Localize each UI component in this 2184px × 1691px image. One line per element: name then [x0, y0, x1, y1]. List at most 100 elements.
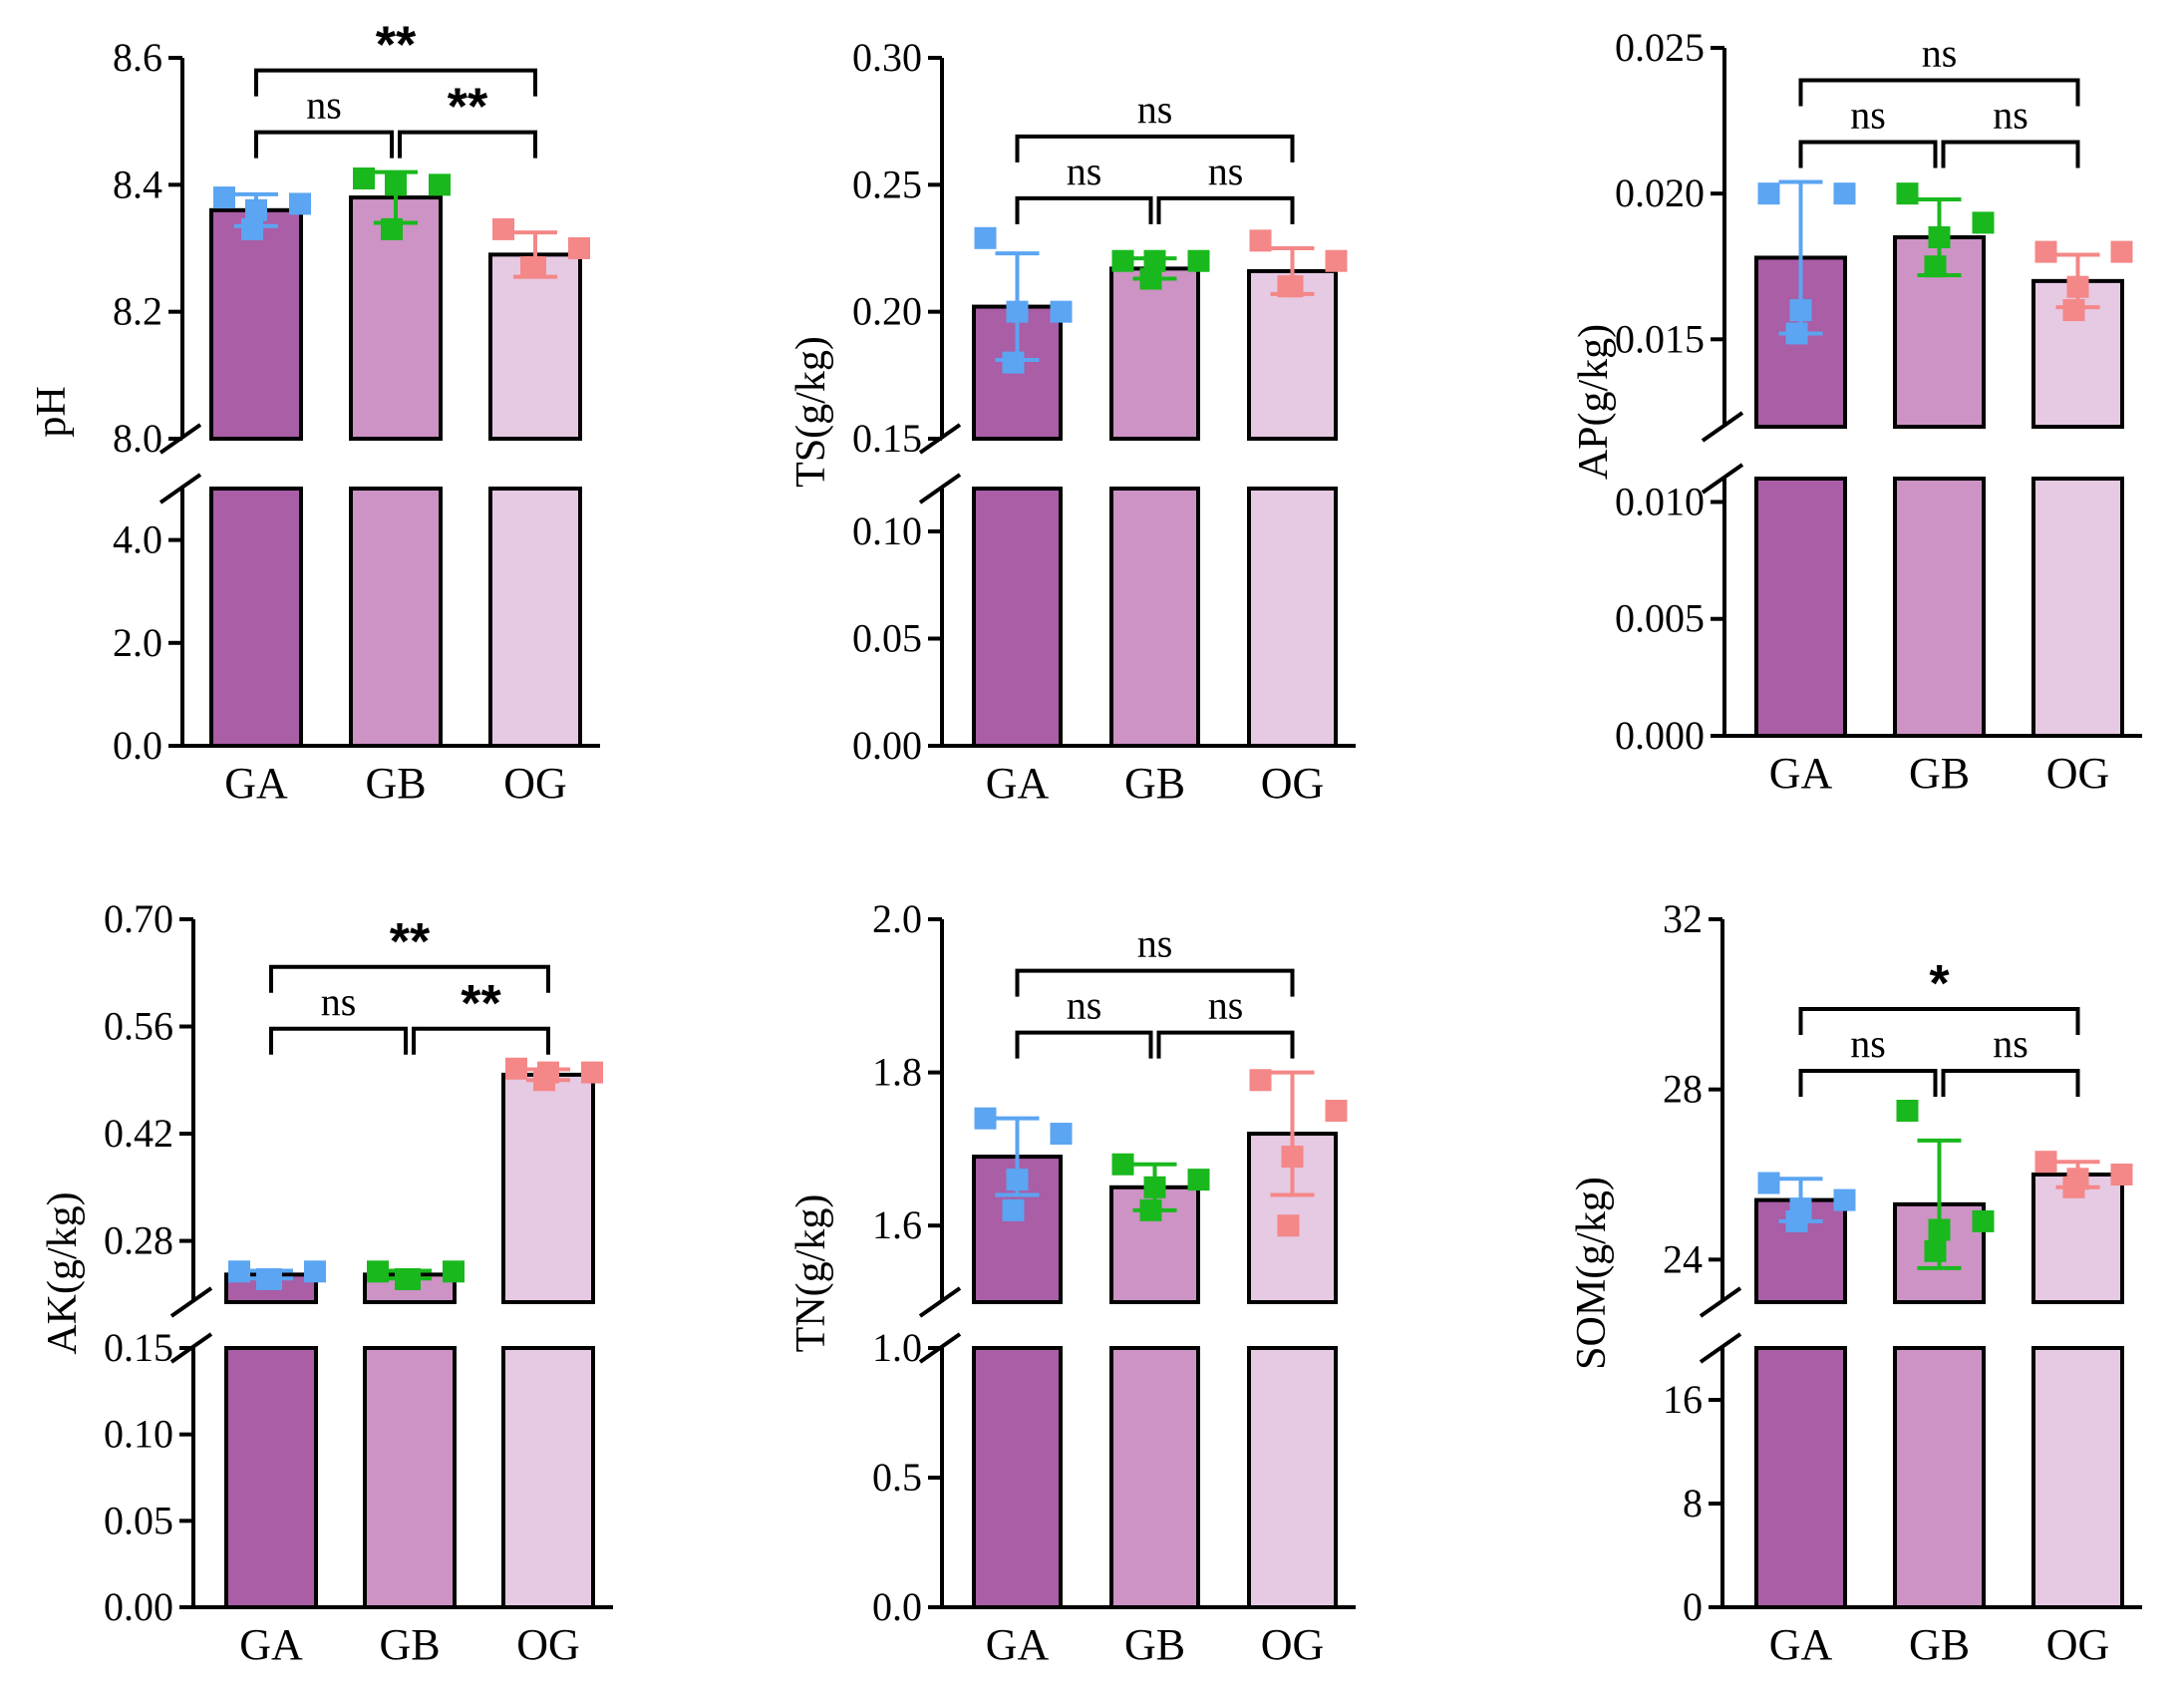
x-tick-label: OG: [1261, 759, 1325, 808]
bar-break-gap: [222, 1304, 320, 1346]
significance-label: ns: [321, 979, 357, 1024]
y-tick-label: 0.70: [104, 896, 173, 941]
y-tick-label: 0.15: [104, 1325, 173, 1370]
y-tick-label: 2.0: [113, 620, 162, 665]
significance-label: ns: [1993, 1021, 2028, 1066]
bar-lower: [1754, 1346, 1847, 1609]
bar-break-gap: [2029, 1304, 2126, 1346]
significance-label: **: [461, 975, 501, 1033]
x-tick-label: OG: [2046, 749, 2110, 798]
y-tick-label: 0.56: [104, 1004, 173, 1049]
chart-panel-ak: 0.28 0.42 0.56 0.70 0.00 0.05 0.10 0.15 GA GB OG AK…: [40, 896, 613, 1669]
significance-bracket: [1015, 1030, 1153, 1059]
y-axis-label: TS(g/kg): [788, 336, 834, 488]
x-tick-label: OG: [516, 1620, 580, 1669]
axis-break-mark: [1701, 411, 1744, 443]
data-point: [1006, 1169, 1029, 1191]
data-point: [1896, 1100, 1919, 1122]
data-point: [2110, 240, 2133, 263]
data-point: [1785, 1209, 1808, 1232]
significance-label: ns: [1137, 87, 1173, 132]
y-tick-label: 8.4: [113, 162, 162, 206]
y-axis-label: pH: [29, 386, 75, 437]
data-point: [1277, 275, 1300, 298]
data-point: [1928, 226, 1951, 248]
significance-label: ns: [1850, 1021, 1886, 1066]
y-axis-label: TN(g/kg): [788, 1194, 834, 1353]
data-point: [395, 1267, 417, 1290]
y-tick-label: 4.0: [113, 517, 162, 562]
axis-break-mark: [918, 473, 962, 505]
significance-bracket: [1941, 140, 2080, 169]
data-point: [1896, 182, 1919, 205]
bar-break-gap: [486, 441, 584, 487]
data-point: [505, 1057, 527, 1080]
data-point: [1139, 1198, 1162, 1221]
data-point: [256, 1267, 278, 1290]
axis-break-mark: [1699, 1332, 1742, 1364]
bar-lower: [2031, 477, 2124, 738]
bar-break-gap: [499, 1304, 597, 1346]
data-point: [1111, 1153, 1134, 1176]
data-point: [245, 198, 267, 221]
y-tick-label: 0.05: [104, 1498, 173, 1542]
bar-break-gap: [1891, 1304, 1988, 1346]
x-tick-label: GB: [1124, 1620, 1185, 1669]
data-point: [2066, 275, 2089, 298]
significance-label: ns: [1850, 92, 1886, 137]
significance-label: *: [1929, 955, 1950, 1013]
y-tick-label: 0.05: [852, 616, 922, 661]
bar-break-gap: [1245, 441, 1340, 487]
x-tick-label: GA: [239, 1620, 303, 1669]
y-tick-label: 0.000: [1615, 713, 1705, 758]
significance-bracket: [1941, 1069, 2080, 1097]
data-point: [1757, 1172, 1780, 1194]
data-point: [2062, 299, 2085, 322]
data-point: [520, 256, 542, 279]
data-point: [581, 1061, 603, 1084]
bar-lower: [501, 1346, 595, 1609]
bar-lower: [972, 487, 1063, 748]
x-tick-label: GB: [365, 759, 426, 808]
x-tick-label: GB: [379, 1620, 440, 1669]
y-tick-label: 0.020: [1615, 170, 1705, 215]
y-tick-label: 0.30: [852, 35, 922, 80]
data-point: [974, 226, 997, 249]
data-point: [533, 1069, 555, 1092]
y-tick-label: 0.005: [1615, 596, 1705, 641]
y-tick-label: 8.2: [113, 289, 162, 334]
significance-label: **: [376, 17, 417, 75]
data-point: [385, 173, 407, 196]
data-point: [974, 1107, 997, 1130]
x-tick-label: GA: [986, 1620, 1050, 1669]
data-point: [289, 192, 311, 215]
data-point: [568, 237, 590, 259]
bar-break-gap: [207, 441, 305, 487]
data-point: [1050, 1123, 1073, 1146]
significance-label: ns: [1208, 149, 1244, 193]
y-tick-label: 2.0: [872, 896, 922, 941]
y-tick-label: 0.00: [104, 1584, 173, 1629]
y-tick-label: 0.25: [852, 162, 922, 206]
y-tick-label: 0: [1683, 1584, 1703, 1629]
significance-bracket: [1798, 1007, 2080, 1035]
bar-lower: [972, 1346, 1063, 1609]
data-point: [1277, 1214, 1300, 1237]
x-tick-label: OG: [503, 759, 567, 808]
y-axis-label: AK(g/kg): [40, 1191, 86, 1354]
bar-lower: [1893, 477, 1986, 738]
bar-lower: [349, 487, 443, 748]
y-tick-label: 0.010: [1615, 479, 1705, 523]
data-point: [228, 1260, 250, 1283]
bar-break-gap: [2029, 429, 2126, 477]
data-point: [367, 1260, 389, 1283]
y-tick-label: 8: [1683, 1481, 1703, 1525]
y-tick-label: 0.28: [104, 1218, 173, 1263]
significance-bracket: [1798, 1069, 1938, 1097]
data-point: [1249, 229, 1272, 252]
data-point: [1924, 255, 1947, 278]
data-point: [1143, 1176, 1166, 1198]
y-tick-label: 0.15: [852, 416, 922, 461]
significance-label: ns: [306, 83, 342, 128]
